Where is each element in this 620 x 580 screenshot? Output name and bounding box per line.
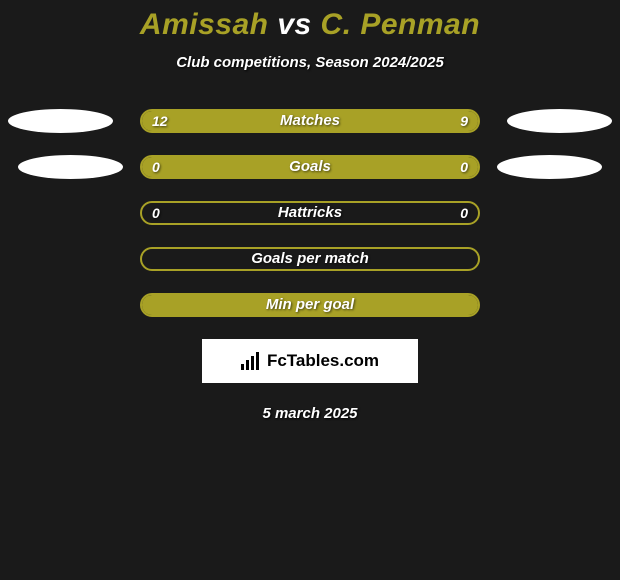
- stat-row: 129Matches: [0, 109, 620, 133]
- stat-bar: Min per goal: [140, 293, 480, 317]
- subtitle: Club competitions, Season 2024/2025: [0, 54, 620, 71]
- stat-row: 00Goals: [0, 155, 620, 179]
- stat-row: Goals per match: [0, 247, 620, 271]
- stat-row: 00Hattricks: [0, 201, 620, 225]
- stat-label: Matches: [142, 111, 478, 131]
- fctables-logo[interactable]: FcTables.com: [202, 339, 418, 383]
- page-title: Amissah vs C. Penman: [0, 8, 620, 42]
- stat-label: Goals: [142, 157, 478, 177]
- stat-bar: Goals per match: [140, 247, 480, 271]
- stats-rows: 129Matches 00Goals 00Hattricks Goals per ma…: [0, 109, 620, 317]
- stat-label: Goals per match: [142, 249, 478, 269]
- player1-name: Amissah: [140, 8, 269, 41]
- stat-bar: 00Hattricks: [140, 201, 480, 225]
- comparison-card: Amissah vs C. Penman Club competitions, …: [0, 0, 620, 422]
- stat-bar: 129Matches: [140, 109, 480, 133]
- logo-text: FcTables.com: [267, 351, 379, 371]
- stat-bar: 00Goals: [140, 155, 480, 179]
- date-label: 5 march 2025: [0, 405, 620, 422]
- stat-label: Min per goal: [142, 295, 478, 315]
- vs-label: vs: [277, 8, 311, 41]
- stat-label: Hattricks: [142, 203, 478, 223]
- stat-row: Min per goal: [0, 293, 620, 317]
- chart-icon: [241, 352, 261, 370]
- player2-name: C. Penman: [321, 8, 481, 41]
